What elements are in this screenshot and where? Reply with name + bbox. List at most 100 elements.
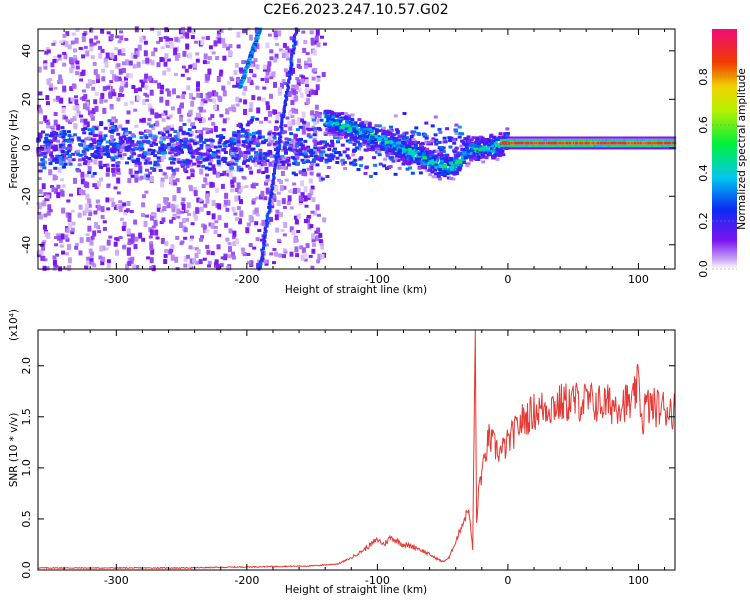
spectrogram-cell bbox=[138, 87, 142, 92]
spectrogram-cell bbox=[101, 256, 106, 262]
spectrogram-cell bbox=[395, 155, 400, 159]
spectrogram-cell bbox=[303, 195, 308, 202]
spectrogram-cell bbox=[469, 138, 474, 142]
spectrogram-cell bbox=[72, 133, 77, 137]
spectrogram-cell bbox=[317, 114, 322, 119]
spectrogram-cell bbox=[318, 150, 323, 154]
spectrogram-cell bbox=[267, 120, 272, 124]
spectrogram-cell bbox=[134, 143, 138, 147]
spectrogram-cell bbox=[212, 170, 217, 175]
spectrogram-cell bbox=[47, 204, 52, 211]
spectrogram-cell bbox=[234, 153, 239, 157]
spectrogram-cell bbox=[50, 159, 55, 163]
spectrogram-cell bbox=[249, 102, 254, 109]
spectrogram-cell bbox=[274, 185, 279, 192]
spectrogram-cell bbox=[402, 156, 407, 160]
spectrogram-cell bbox=[136, 141, 141, 145]
spectrogram-cell bbox=[82, 151, 87, 156]
spectrogram-cell bbox=[319, 153, 324, 157]
spectrogram-cell bbox=[261, 97, 266, 102]
spectrogram-cell bbox=[188, 185, 193, 192]
spectrogram-cell bbox=[431, 155, 436, 159]
spectrogram-cell bbox=[154, 142, 158, 146]
spectrogram-cell bbox=[285, 82, 289, 86]
spectrogram-cell bbox=[142, 59, 146, 64]
spectrogram-cell bbox=[285, 90, 288, 94]
spectrogram-x-tick-label: -200 bbox=[234, 273, 259, 286]
spectrogram-cell bbox=[481, 160, 486, 164]
spectrogram-cell bbox=[59, 130, 64, 134]
spectrogram-cell bbox=[491, 139, 496, 143]
spectrogram-cell bbox=[202, 155, 207, 159]
spectrogram-cell bbox=[163, 259, 168, 264]
spectrogram-cell bbox=[260, 255, 264, 259]
spectrogram-cell bbox=[292, 34, 296, 38]
spectrogram-cell bbox=[291, 144, 296, 149]
spectrogram-cell bbox=[93, 210, 98, 215]
spectrogram-cell bbox=[291, 148, 296, 152]
spectrogram-cell bbox=[391, 144, 396, 148]
spectrogram-cell bbox=[318, 239, 323, 244]
spectrogram-cell bbox=[257, 136, 262, 140]
spectrogram-cell bbox=[288, 125, 293, 131]
spectrogram-cell bbox=[308, 60, 312, 64]
spectrogram-cell bbox=[266, 216, 269, 220]
spectrogram-cell bbox=[269, 252, 274, 256]
spectrogram-cell bbox=[237, 98, 242, 103]
spectrogram-cell bbox=[172, 213, 177, 217]
spectrogram-cell bbox=[464, 145, 469, 149]
spectrogram-cell bbox=[489, 147, 494, 151]
spectrogram-cell bbox=[315, 204, 320, 211]
spectrogram-cell bbox=[46, 141, 51, 145]
spectrogram-cell bbox=[260, 190, 265, 197]
spectrogram-cell bbox=[151, 141, 156, 145]
spectrogram-cell bbox=[293, 236, 298, 243]
spectrogram-cell bbox=[50, 62, 55, 68]
spectrogram-cell bbox=[110, 149, 115, 153]
spectrogram-cell bbox=[359, 164, 364, 168]
spectrogram-y-tick-label: -20 bbox=[20, 187, 33, 205]
spectrogram-cell bbox=[120, 203, 124, 208]
spectrogram-cell bbox=[323, 42, 327, 46]
spectrogram-cell bbox=[300, 254, 305, 261]
spectrogram-cell bbox=[264, 243, 269, 247]
spectrogram-cell bbox=[138, 170, 143, 174]
spectrogram-cell bbox=[254, 154, 259, 158]
spectrogram-cell bbox=[328, 129, 332, 133]
spectrogram-cell bbox=[286, 163, 291, 167]
spectrogram-cell bbox=[52, 255, 57, 260]
spectrogram-cell bbox=[74, 99, 79, 105]
spectrogram-cell bbox=[154, 229, 159, 236]
spectrogram-cell bbox=[149, 244, 154, 251]
spectrogram-cell bbox=[348, 127, 353, 131]
spectrogram-cell bbox=[97, 230, 102, 234]
spectrogram-cell bbox=[91, 86, 96, 91]
spectrogram-cell bbox=[160, 238, 165, 244]
spectrogram-cell bbox=[149, 124, 154, 128]
spectrogram-cell bbox=[364, 148, 369, 152]
spectrogram-cell bbox=[301, 130, 306, 135]
spectrogram-cell bbox=[172, 179, 177, 183]
spectrogram-cell bbox=[193, 215, 198, 221]
spectrogram-cell bbox=[202, 109, 207, 113]
spectrogram-cell bbox=[280, 171, 285, 176]
spectrogram-cell bbox=[296, 79, 301, 83]
spectrogram-cell bbox=[177, 107, 182, 114]
spectrogram-cell bbox=[439, 157, 444, 161]
spectrogram-cell bbox=[127, 131, 132, 135]
spectrogram-cell bbox=[282, 145, 287, 149]
spectrogram-cell bbox=[119, 141, 124, 145]
spectrogram-cell bbox=[116, 168, 121, 175]
spectrogram-cell bbox=[67, 144, 72, 147]
spectrogram-cell bbox=[94, 133, 99, 137]
spectrogram-cell bbox=[180, 102, 184, 109]
spectrogram-cell bbox=[281, 156, 286, 160]
spectrogram-cell bbox=[116, 63, 121, 68]
spectrogram-cell bbox=[62, 33, 67, 38]
spectrogram-cell bbox=[421, 141, 426, 145]
spectrogram-cell bbox=[215, 187, 219, 193]
spectrogram-cell bbox=[248, 243, 253, 248]
snr-panel: -300 -200 -100 0 100 0.00.51.01.52.0 Height … bbox=[8, 309, 676, 596]
colorbar-ticks: 0.00.20.40.60.8 bbox=[697, 68, 737, 278]
spectrogram-cell bbox=[205, 244, 210, 249]
